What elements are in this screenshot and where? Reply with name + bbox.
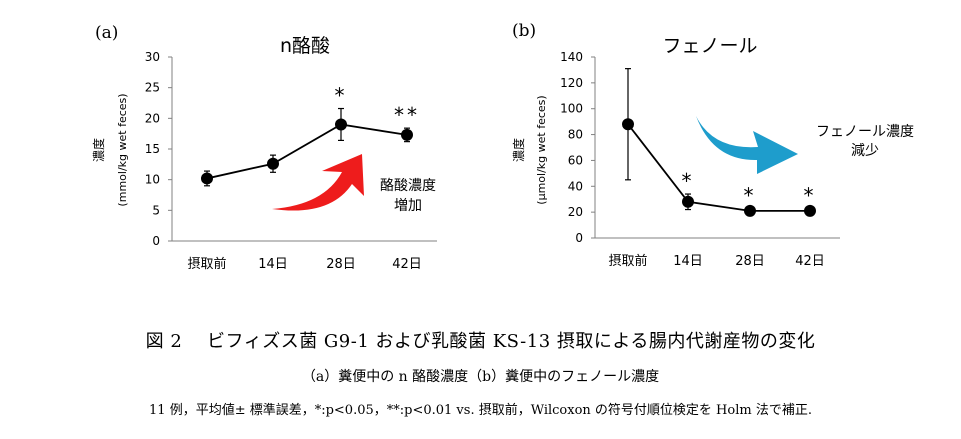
panel-b-axes: 0 20 40 60 80 100 120 140 摂取前 14日 28日 42日 <box>560 50 840 269</box>
panel-a-significance-marker: ** <box>394 103 420 127</box>
panel-b-x-tick-label: 14日 <box>673 254 703 269</box>
panel-b-data-point <box>804 204 816 217</box>
panel-b-y-tick-label: 40 <box>568 179 583 193</box>
panel-a-y-tick-label: 10 <box>145 173 160 187</box>
panel-b-y-tick-label: 100 <box>560 102 583 116</box>
panel-a-ylabel: 濃度 <box>91 138 106 162</box>
panel-b-series-line <box>627 123 810 212</box>
increase-arrow <box>272 154 364 211</box>
panel-b-chart: (b) フェノール 濃度 (µmol/kg wet feces) 0 20 40 60… <box>511 21 914 269</box>
panel-b-y-tick-label: 80 <box>568 128 583 142</box>
panel-b-ylabel-unit: (µmol/kg wet feces) <box>535 95 548 204</box>
panel-b-significance-marker: * <box>682 169 695 193</box>
panel-b-label: (b) <box>512 21 536 41</box>
panel-a-x-tick-label: 28日 <box>326 257 356 272</box>
decrease-arrow <box>696 116 798 174</box>
panel-b-title: フェノール <box>662 35 757 57</box>
panel-a-y-tick-label: 25 <box>145 81 160 95</box>
panel-a-series: *** <box>201 84 420 187</box>
panel-a-y-tick-label: 0 <box>152 234 160 248</box>
panel-b-ylabel: 濃度 <box>511 138 526 162</box>
panel-a-label: (a) <box>95 23 118 43</box>
figure-caption-note: 11 例，平均値± 標準誤差，*:p<0.05，**:p<0.01 vs. 摂取… <box>149 403 812 418</box>
panel-a-data-point <box>401 128 413 141</box>
panel-a-y-tick-label: 5 <box>152 203 160 217</box>
panel-a-annotation-line2: 増加 <box>394 198 422 214</box>
panel-b-annotation-line2: 減少 <box>851 142 879 159</box>
panel-b-x-tick-label: 42日 <box>795 254 825 269</box>
figure-caption-subtitle: （a）糞便中の n 酪酸濃度（b）糞便中のフェノール濃度 <box>301 369 660 385</box>
panel-b-data-point <box>682 195 694 208</box>
panel-b-significance-marker: * <box>744 183 757 207</box>
panel-a-data-point <box>201 172 213 185</box>
panel-a-y-tick-label: 20 <box>145 111 160 125</box>
panel-a-y-tick-label: 30 <box>145 50 160 64</box>
panel-b-y-tick-label: 120 <box>560 76 583 90</box>
panel-a-axes: 0 5 10 15 20 25 30 摂取前 14日 28日 42日 <box>145 50 437 272</box>
panel-a-x-tick-label: 42日 <box>392 257 422 272</box>
panel-b-series: * * * <box>622 68 817 217</box>
panel-a-y-tick-label: 15 <box>145 142 160 156</box>
panel-a-x-tick-label: 摂取前 <box>187 256 226 272</box>
panel-b-significance-marker: * <box>804 183 817 207</box>
panel-b-y-tick-label: 20 <box>568 205 583 219</box>
panel-b-data-point <box>744 204 756 217</box>
panel-a-significance-marker: * <box>335 84 348 108</box>
panel-a-x-tick-label: 14日 <box>258 257 288 272</box>
panel-a-chart: (a) n酪酸 濃度 (mmol/kg wet feces) 0 5 10 15 20 2… <box>91 23 437 272</box>
panel-a-series-line <box>206 123 408 180</box>
panel-b-y-tick-label: 60 <box>568 153 583 167</box>
panel-b-x-tick-label: 28日 <box>735 254 765 269</box>
panel-b-y-tick-label: 140 <box>560 50 583 64</box>
panel-b-data-point <box>622 118 634 131</box>
panel-a-title: n酪酸 <box>280 35 330 57</box>
figure-caption-title: 図 2 ビフィズス菌 G9-1 および乳酸菌 KS-13 摂取による腸内代謝産物… <box>145 331 816 352</box>
panel-b-annotation-line1: フェノール濃度 <box>816 124 914 140</box>
panel-a-data-point <box>267 157 279 170</box>
panel-a-ylabel-unit: (mmol/kg wet feces) <box>116 93 129 206</box>
panel-a-data-point <box>335 118 347 131</box>
panel-a-annotation-line1: 酪酸濃度 <box>380 178 436 194</box>
panel-b-y-tick-label: 0 <box>575 231 583 245</box>
panel-b-x-tick-label: 摂取前 <box>608 253 647 269</box>
